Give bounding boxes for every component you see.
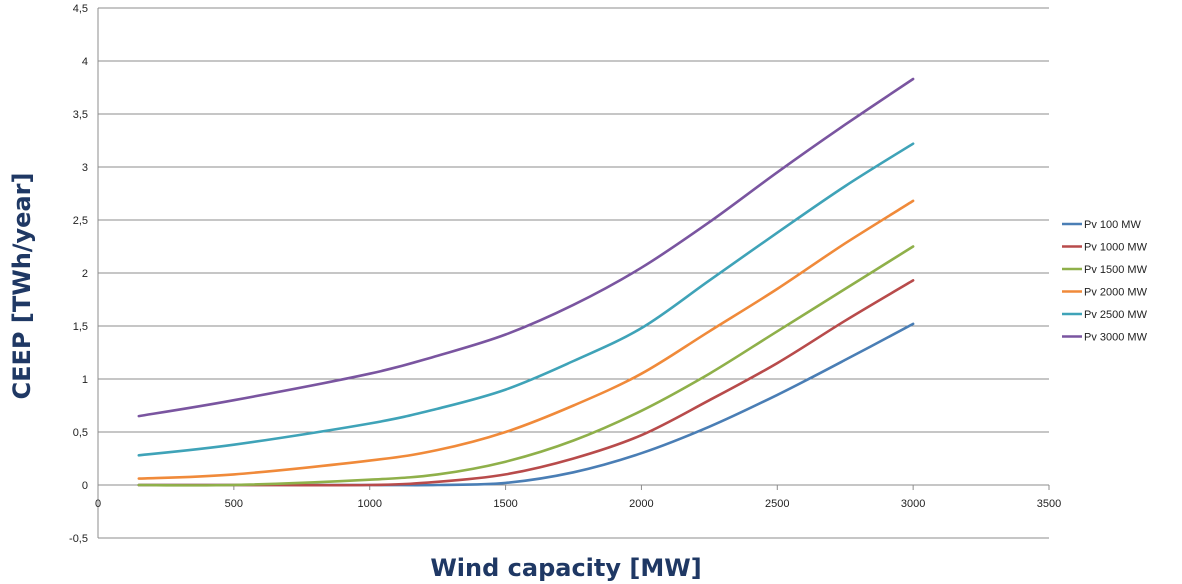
axes [97, 8, 1050, 538]
y-tick-label: 2,5 [73, 215, 88, 227]
x-tick-label: 2500 [765, 498, 789, 510]
x-tick-label: 0 [95, 498, 101, 510]
y-tick-labels: -0,5 0 0,5 1 1,5 2 2,5 3 3,5 4 4,5 [69, 3, 88, 545]
y-tick-label: 4,5 [73, 3, 88, 15]
legend-label: Pv 3000 MW [1084, 332, 1148, 344]
series-line [137, 199, 915, 480]
x-tick-label: 500 [225, 498, 243, 510]
x-tick-label: 3000 [901, 498, 925, 510]
y-tick-label: 1 [82, 374, 88, 386]
legend-label: Pv 2500 MW [1084, 309, 1148, 321]
legend-label: Pv 2000 MW [1084, 287, 1148, 299]
legend-label: Pv 1500 MW [1084, 264, 1148, 276]
y-tick-label: 0 [82, 480, 88, 492]
y-tick-label: 2 [82, 268, 88, 280]
y-tick-label: 1,5 [73, 321, 88, 333]
x-tick-label: 3500 [1037, 498, 1061, 510]
legend-label: Pv 1000 MW [1084, 242, 1148, 254]
series-line [137, 245, 915, 487]
x-axis-title: Wind capacity [MW] [430, 554, 701, 582]
series-lines [137, 77, 915, 487]
y-tick-label: 3 [82, 162, 88, 174]
x-tick-label: 1000 [357, 498, 381, 510]
series-line [137, 322, 915, 487]
series-line [137, 279, 915, 487]
series-line [137, 77, 915, 418]
series-line [137, 142, 915, 457]
legend-label: Pv 100 MW [1084, 219, 1141, 231]
y-tick-label: 4 [82, 56, 88, 68]
y-tick-label: 3,5 [73, 109, 88, 121]
x-tick-label: 1500 [493, 498, 517, 510]
y-tick-label: 0,5 [73, 427, 88, 439]
y-tick-label: -0,5 [69, 533, 88, 545]
y-axis-title: CEEP [TWh/year] [8, 173, 36, 400]
x-tick-labels: 0 500 1000 1500 2000 2500 3000 3500 [95, 498, 1061, 510]
x-tick-label: 2000 [629, 498, 653, 510]
legend: Pv 100 MW Pv 1000 MW Pv 1500 MW Pv 2000 MW P… [1062, 219, 1148, 344]
